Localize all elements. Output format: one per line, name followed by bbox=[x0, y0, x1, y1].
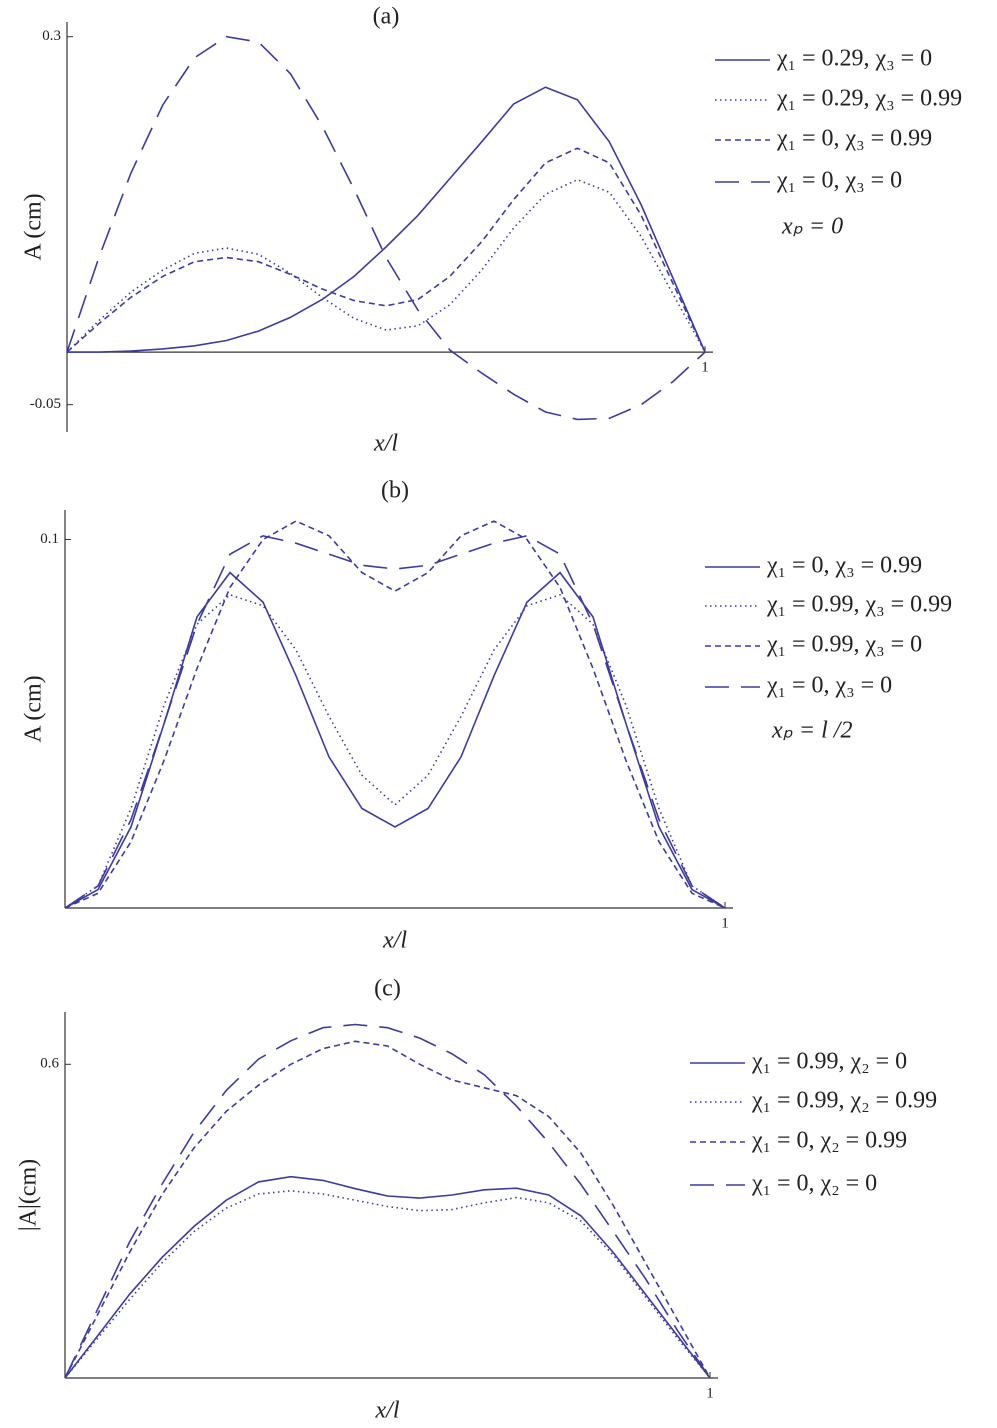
panel-title: (b) bbox=[381, 478, 409, 504]
series-line bbox=[67, 86, 706, 353]
legend-label: χ₁ = 0, χ₃ = 0.99 bbox=[766, 553, 922, 579]
panel-title: (a) bbox=[373, 4, 400, 30]
y-axis-label: |A|(cm) bbox=[16, 1159, 42, 1231]
series-line bbox=[64, 520, 726, 909]
legend-label: χ₁ = 0, χ₂ = 0 bbox=[751, 1171, 877, 1197]
series-line bbox=[64, 571, 726, 909]
legend-label: χ₁ = 0.29, χ₃ = 0.99 bbox=[776, 86, 962, 112]
legend-label: χ₁ = 0.99, χ₂ = 0.99 bbox=[751, 1088, 937, 1114]
x-tick-label: 1 bbox=[721, 915, 729, 931]
series-line bbox=[64, 593, 726, 909]
legend-label: χ₁ = 0, χ₃ = 0.99 bbox=[776, 126, 932, 152]
y-tick-label: 0.3 bbox=[42, 28, 61, 44]
legend-label: χ₁ = 0.99, χ₃ = 0.99 bbox=[766, 592, 952, 618]
series-line bbox=[66, 35, 706, 421]
legend-label: χ₁ = 0, χ₃ = 0 bbox=[776, 168, 902, 194]
y-tick-label: 0.1 bbox=[40, 531, 59, 547]
x-axis-label: x/l bbox=[373, 431, 398, 457]
panel-title: (c) bbox=[374, 976, 401, 1002]
x-tick-label: 1 bbox=[706, 1385, 714, 1401]
y-tick-label: -0.05 bbox=[30, 396, 61, 412]
x-tick-label: 1 bbox=[701, 360, 709, 376]
annotation: xₚ = 0 bbox=[781, 214, 843, 240]
legend-label: χ₁ = 0.99, χ₃ = 0 bbox=[766, 632, 922, 658]
series-line bbox=[66, 178, 706, 353]
series-line bbox=[64, 1040, 711, 1379]
annotation: xₚ = l /2 bbox=[771, 718, 852, 744]
series-line bbox=[64, 1023, 711, 1379]
y-axis-label: A (cm) bbox=[21, 193, 47, 260]
y-axis-label: A (cm) bbox=[21, 675, 47, 742]
legend-label: χ₁ = 0, χ₃ = 0 bbox=[766, 673, 892, 699]
series-line bbox=[66, 147, 706, 353]
legend-label: χ₁ = 0.29, χ₃ = 0 bbox=[776, 46, 932, 72]
series-line bbox=[64, 1189, 711, 1379]
x-axis-label: x/l bbox=[382, 928, 407, 954]
series-line bbox=[64, 1175, 711, 1379]
y-tick-label: 0.6 bbox=[40, 1056, 59, 1072]
legend-label: χ₁ = 0.99, χ₂ = 0 bbox=[751, 1049, 907, 1075]
x-axis-label: x/l bbox=[375, 1398, 400, 1424]
legend-label: χ₁ = 0, χ₂ = 0.99 bbox=[751, 1128, 907, 1154]
